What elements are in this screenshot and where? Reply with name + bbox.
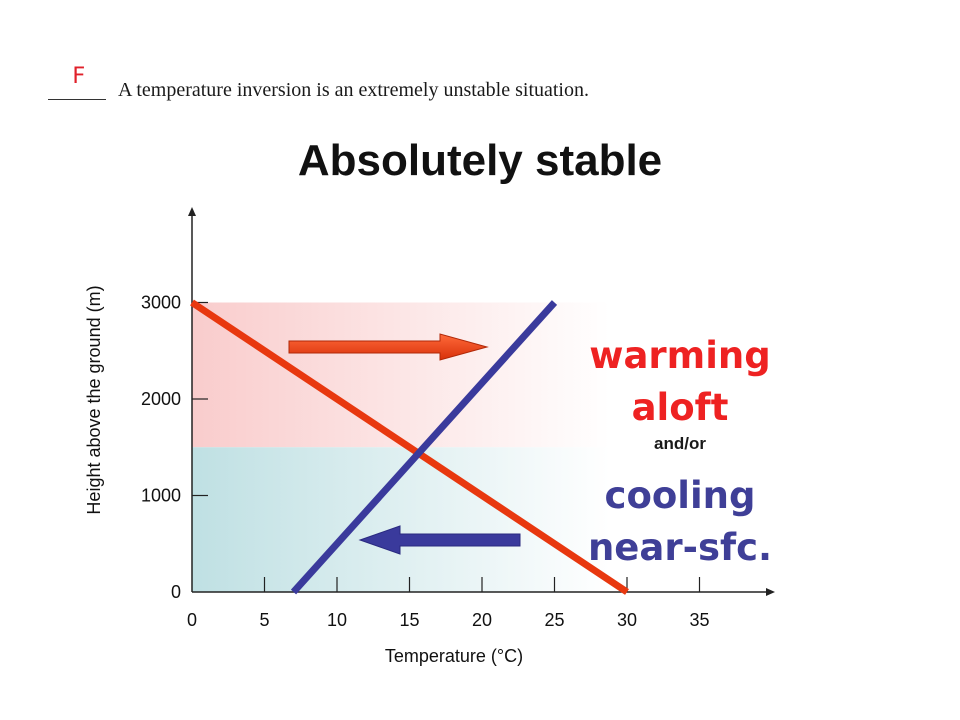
parcel-line: [290, 300, 558, 595]
and-or-label: and/or: [654, 434, 706, 453]
chart-title: Absolutely stable: [297, 136, 663, 185]
answer-mark: F: [72, 64, 86, 89]
true-false-question: F A temperature inversion is an extremel…: [48, 62, 748, 106]
x-tick-label: 15: [399, 610, 419, 630]
warming-aloft-label: warming aloft: [589, 334, 771, 429]
warming-arrow: [288, 333, 489, 361]
y-tick-label: 3000: [141, 293, 181, 313]
x-tick-label: 20: [472, 610, 492, 630]
cooling-near-sfc-label: cooling near-sfc.: [587, 474, 773, 569]
x-axis-label: Temperature (°C): [385, 646, 523, 666]
x-tick-label: 25: [544, 610, 564, 630]
x-axis-arrow: [766, 588, 775, 596]
x-tick-label: 35: [689, 610, 709, 630]
x-tick-label: 0: [187, 610, 197, 630]
x-tick-label: 5: [259, 610, 269, 630]
question-statement: A temperature inversion is an extremely …: [118, 79, 589, 101]
temperature-profile-line: [190, 299, 629, 595]
y-tick-label: 0: [171, 582, 181, 602]
upper-band: [192, 302, 610, 448]
x-tick-label: 30: [617, 610, 637, 630]
x-tick-label: 10: [327, 610, 347, 630]
y-axis-label: Height above the ground (m): [84, 285, 104, 514]
y-axis-arrow: [188, 207, 196, 216]
answer-blank: [48, 99, 106, 100]
cooling-arrow: [358, 525, 521, 555]
y-tick-label: 2000: [141, 389, 181, 409]
y-tick-label: 1000: [141, 486, 181, 506]
